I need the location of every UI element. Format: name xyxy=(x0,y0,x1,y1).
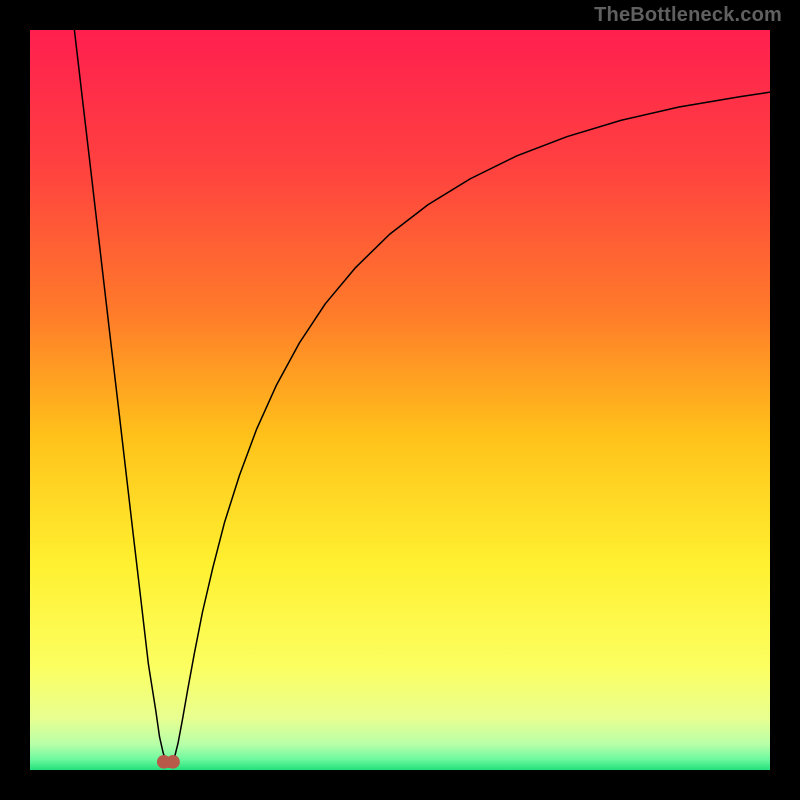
plot-area xyxy=(30,30,770,770)
source-watermark: TheBottleneck.com xyxy=(594,4,782,27)
optimum-marker xyxy=(157,755,180,769)
gradient-background xyxy=(30,30,770,770)
chart-container: TheBottleneck.com xyxy=(0,0,800,800)
plot-svg xyxy=(30,30,770,770)
